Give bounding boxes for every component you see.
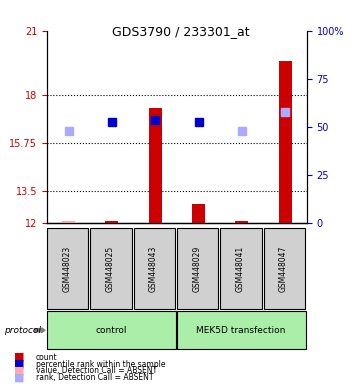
Text: MEK5D transfection: MEK5D transfection (196, 326, 286, 335)
Text: ■: ■ (14, 359, 25, 369)
Text: ■: ■ (14, 366, 25, 376)
Text: value, Detection Call = ABSENT: value, Detection Call = ABSENT (36, 366, 157, 376)
Text: GDS3790 / 233301_at: GDS3790 / 233301_at (112, 25, 249, 38)
Bar (149, 108, 162, 223)
Bar (192, 204, 205, 223)
Text: ■: ■ (14, 352, 25, 362)
Text: GSM448043: GSM448043 (149, 246, 158, 292)
Text: ■: ■ (14, 373, 25, 383)
Bar (235, 220, 248, 223)
Text: GSM448029: GSM448029 (192, 246, 201, 292)
Text: rank, Detection Call = ABSENT: rank, Detection Call = ABSENT (36, 373, 153, 382)
Text: protocol: protocol (4, 326, 40, 335)
Bar (279, 61, 292, 223)
Text: GSM448025: GSM448025 (106, 246, 114, 292)
Text: control: control (95, 326, 127, 335)
Text: count: count (36, 353, 58, 362)
Text: GSM448047: GSM448047 (279, 246, 288, 292)
Bar (62, 220, 75, 223)
Text: GSM448041: GSM448041 (236, 246, 244, 292)
Text: GSM448023: GSM448023 (62, 246, 71, 292)
Text: percentile rank within the sample: percentile rank within the sample (36, 359, 166, 369)
Bar (105, 220, 118, 223)
